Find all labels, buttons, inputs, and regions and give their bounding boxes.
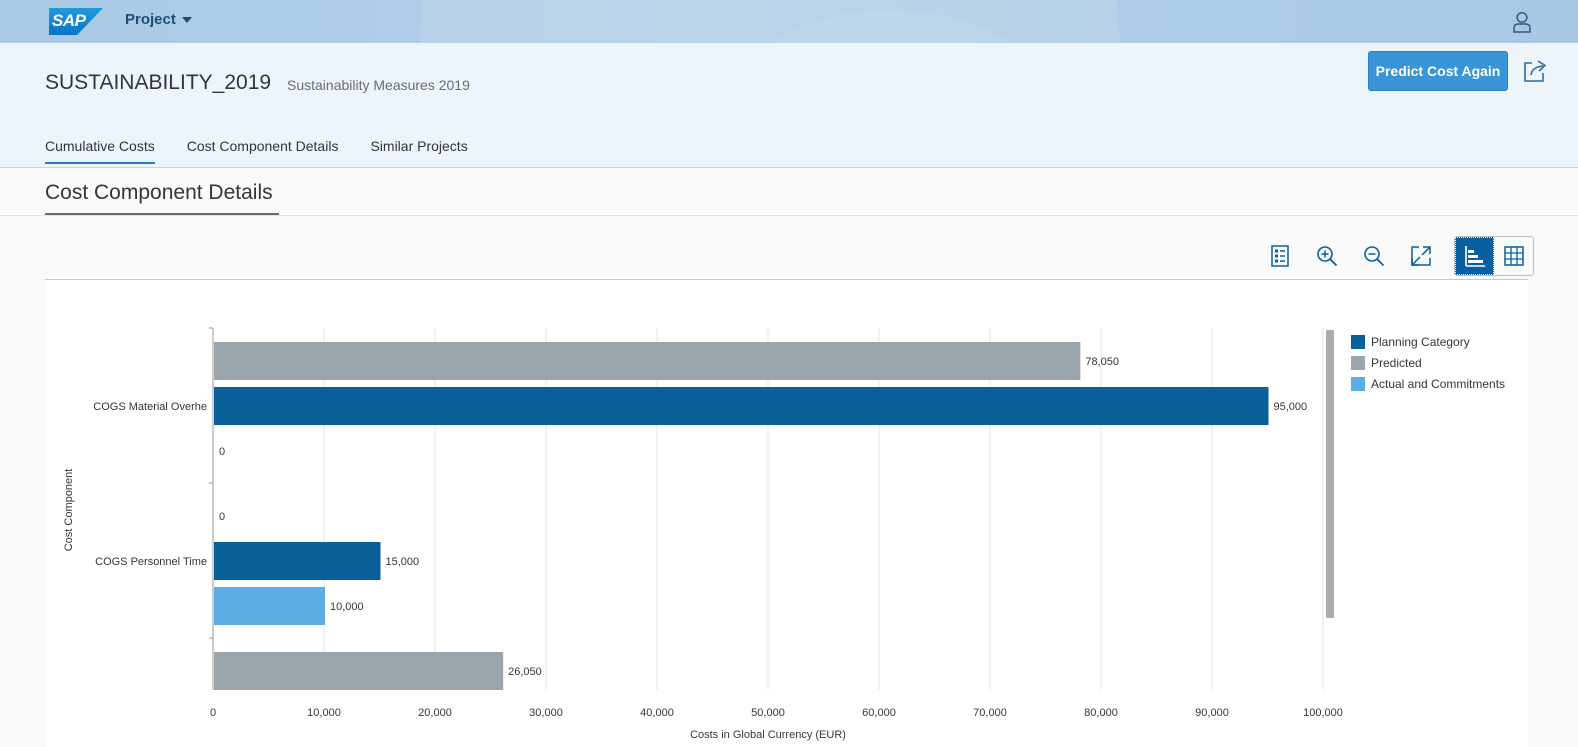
- legend-swatch: [1351, 376, 1365, 391]
- object-title: SUSTAINABILITY_2019: [45, 71, 272, 94]
- fullscreen-icon[interactable]: [1403, 238, 1439, 274]
- bar[interactable]: [214, 342, 1081, 380]
- legend-label: Planning Category: [1371, 334, 1470, 349]
- chart-scrollbar[interactable]: [1326, 330, 1334, 618]
- legend-item[interactable]: Predicted: [1351, 352, 1505, 373]
- x-tick-label: 20,000: [418, 707, 452, 719]
- legend-label: Predicted: [1371, 355, 1422, 370]
- bar[interactable]: [214, 652, 504, 690]
- data-label: 0: [219, 446, 225, 458]
- table-view-icon[interactable]: [1494, 237, 1533, 275]
- data-label: 10,000: [330, 601, 364, 613]
- section-title: Cost Component Details: [45, 181, 273, 204]
- sap-logo-text: SAP: [52, 11, 86, 30]
- legend-item[interactable]: Actual and Commitments: [1351, 373, 1505, 394]
- x-tick-label: 70,000: [973, 707, 1007, 719]
- category-label: COGS Material Overhe: [93, 401, 207, 413]
- app-title-label: Project: [125, 11, 176, 28]
- x-tick-label: 60,000: [862, 707, 896, 719]
- chart-toolbar: [1256, 236, 1534, 276]
- x-tick-label: 40,000: [640, 707, 674, 719]
- legend-swatch: [1351, 355, 1365, 370]
- x-tick-label: 100,000: [1303, 707, 1343, 719]
- chart-view-icon[interactable]: [1455, 237, 1494, 275]
- data-label: 26,050: [508, 666, 542, 678]
- section-divider: [0, 215, 1578, 216]
- legend-icon[interactable]: [1262, 238, 1298, 274]
- bar[interactable]: [214, 387, 1269, 425]
- shell-decoration: [420, 0, 1120, 43]
- y-axis-title: Cost Component: [63, 469, 75, 552]
- tab-similar-projects[interactable]: Similar Projects: [370, 138, 468, 154]
- view-switch: [1454, 236, 1534, 276]
- object-subtitle: Sustainability Measures 2019: [287, 77, 470, 93]
- bar-chart[interactable]: 0 10,000 20,000 30,000 40,000 50,000 60,000 70,…: [45, 280, 1528, 747]
- chart-container: 0 10,000 20,000 30,000 40,000 50,000 60,000 70,…: [45, 280, 1528, 747]
- chart-legend: Planning Category Predicted Actual and Com…: [1351, 331, 1505, 394]
- toolbar-divider: [45, 279, 1528, 280]
- object-header: SUSTAINABILITY_2019 Sustainability Measu…: [0, 43, 1578, 168]
- x-tick-label: 50,000: [751, 707, 785, 719]
- data-label: 0: [219, 511, 225, 523]
- section-title-underline: [45, 213, 279, 215]
- legend-swatch: [1351, 334, 1365, 349]
- category-label: COGS Personnel Time: [95, 556, 207, 568]
- tab-cost-component-details[interactable]: Cost Component Details: [186, 138, 339, 154]
- bar[interactable]: [214, 542, 381, 580]
- x-tick-label: 90,000: [1195, 707, 1229, 719]
- legend-label: Actual and Commitments: [1371, 376, 1506, 391]
- data-label: 95,000: [1274, 401, 1308, 413]
- share-icon[interactable]: [1522, 58, 1548, 84]
- x-tick-label: 30,000: [529, 707, 563, 719]
- x-tick-label: 0: [210, 707, 216, 719]
- x-axis-title: Costs in Global Currency (EUR): [690, 729, 846, 741]
- tab-cumulative-costs[interactable]: Cumulative Costs: [45, 135, 155, 164]
- x-tick-label: 10,000: [307, 707, 341, 719]
- zoom-out-icon[interactable]: [1356, 238, 1392, 274]
- caret-down-icon: [181, 16, 192, 23]
- legend-item[interactable]: Planning Category: [1351, 331, 1505, 352]
- zoom-in-icon[interactable]: [1309, 238, 1345, 274]
- person-icon[interactable]: [1512, 11, 1532, 33]
- x-tick-label: 80,000: [1084, 707, 1118, 719]
- data-label: 15,000: [386, 556, 420, 568]
- sap-logo[interactable]: SAP: [49, 8, 103, 35]
- data-label: 78,050: [1085, 356, 1119, 368]
- bar[interactable]: [214, 587, 325, 625]
- icon-tab-bar: Cumulative Costs Cost Component Details …: [45, 135, 500, 164]
- predict-cost-again-button[interactable]: Predict Cost Again: [1368, 51, 1508, 91]
- shell-bar: SAP Project: [0, 0, 1578, 43]
- app-title-menu[interactable]: Project: [125, 11, 192, 28]
